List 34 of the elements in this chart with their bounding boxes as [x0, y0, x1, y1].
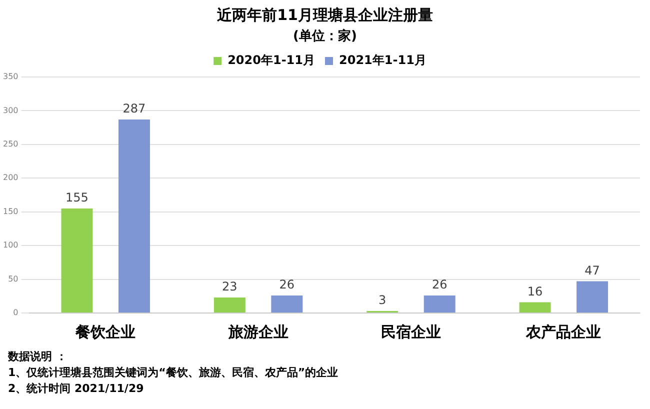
x-tick-label: 农产品企业 [525, 322, 602, 341]
bar [519, 302, 551, 312]
bar [271, 295, 303, 312]
data-label: 26 [279, 278, 295, 292]
bar [61, 208, 93, 312]
y-tick-label: 200 [2, 173, 18, 182]
data-label: 155 [66, 190, 88, 205]
y-tick-label: 100 [2, 240, 18, 250]
legend-label: 2020年1-11月 [228, 53, 316, 68]
y-tick-label: 0 [13, 308, 18, 318]
text: 1、仅统计理塘县范围关键词为“餐饮、旅游、民宿、农产品”的企业 [8, 365, 340, 381]
y-tick-label: 350 [2, 72, 18, 82]
bar [118, 119, 150, 312]
x-tick-label: 餐饮企业 [74, 322, 136, 341]
bar [576, 281, 608, 312]
text: 2、统计时间 2021/11/29 [8, 381, 145, 397]
y-tick-label: 300 [2, 106, 18, 115]
data-label: 23 [222, 280, 238, 294]
data-label: 287 [122, 102, 146, 116]
bar [424, 295, 456, 312]
data-label: 47 [584, 263, 600, 278]
text: 数据说明 ： [8, 349, 68, 365]
data-label: 26 [432, 278, 448, 292]
chart-subtitle: (单位：家) [292, 28, 358, 45]
data-label: 3 [378, 293, 386, 308]
y-tick-label: 150 [2, 206, 18, 216]
legend-label: 2021年1-11月 [339, 53, 426, 68]
data-label: 16 [527, 284, 543, 298]
y-tick-label: 250 [2, 140, 18, 149]
chart-title: 近两年前11月理塘县企业注册量 [216, 5, 434, 25]
y-tick-label: 50 [8, 274, 18, 284]
x-tick-label: 旅游企业 [227, 322, 288, 341]
bar [214, 297, 246, 312]
x-tick-label: 民宿企业 [380, 322, 441, 341]
